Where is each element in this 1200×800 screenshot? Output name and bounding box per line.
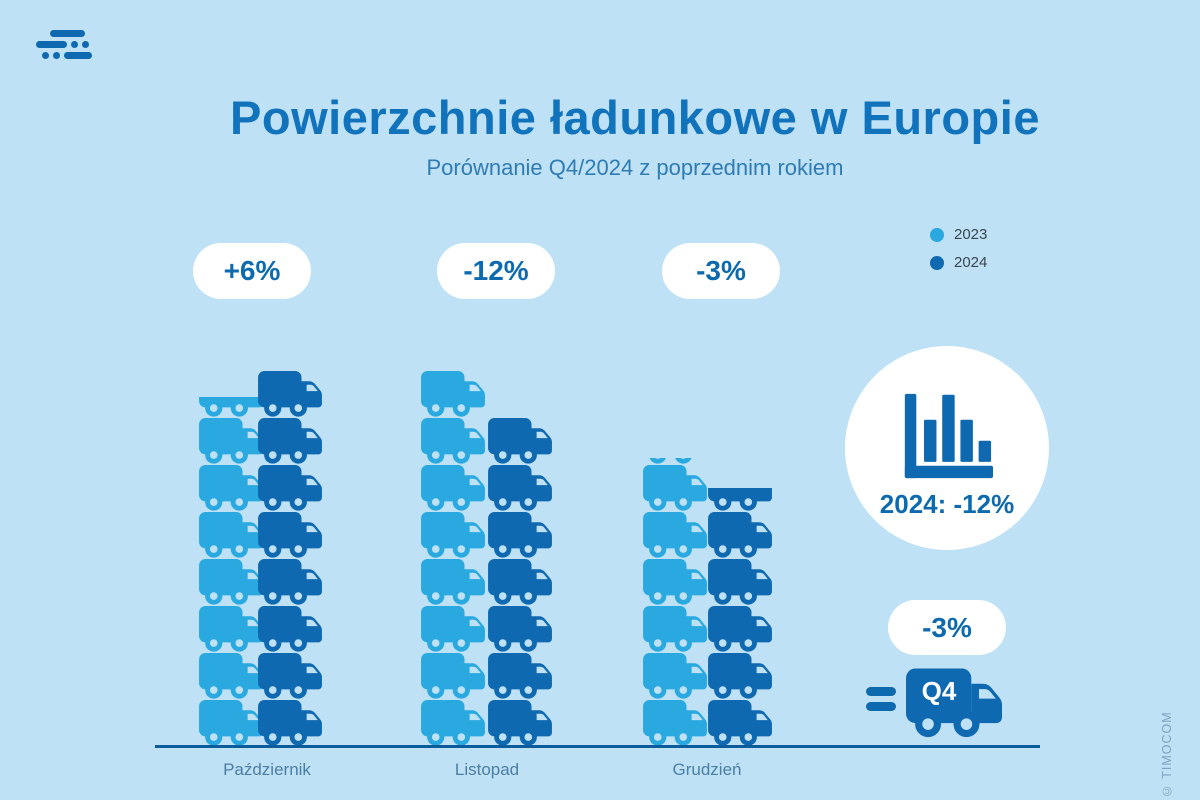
- logo-dot: [42, 52, 49, 59]
- legend-dot-2024: [930, 255, 944, 270]
- truck-icon: [199, 559, 263, 606]
- truck-icon: [421, 559, 485, 606]
- truck-icon: [708, 700, 772, 747]
- truck-icon: [643, 653, 707, 700]
- truck-icon: [258, 606, 322, 653]
- truck-icon: [421, 465, 485, 512]
- truck-icon: [199, 653, 263, 700]
- truck-icon: [421, 418, 485, 465]
- category-label-november: Listopad: [454, 760, 520, 779]
- logo-dot: [53, 52, 60, 59]
- truck-icon: [488, 700, 552, 747]
- truck-icon: [199, 465, 263, 512]
- truck-icon: [199, 606, 263, 653]
- category-label-december: Grudzień: [672, 760, 742, 779]
- legend-label: 2024: [954, 254, 988, 271]
- truck-icon: [258, 371, 322, 418]
- partial-truck-icon: [643, 458, 707, 465]
- truck-icon: [643, 559, 707, 606]
- q4-truck-label: Q4: [921, 676, 957, 706]
- legend-item-2023: 2023: [930, 226, 987, 243]
- truck-icon: [643, 700, 707, 747]
- truck-icon: [258, 465, 322, 512]
- summary-value: 2024: -12%: [879, 489, 1015, 519]
- truck-icon: [421, 606, 485, 653]
- truck-stack-december-2023: [643, 458, 707, 747]
- truck-icon: [488, 653, 552, 700]
- truck-icon: [421, 371, 485, 418]
- x-axis-line: [155, 745, 1040, 748]
- change-badge-december: -3%: [662, 243, 780, 299]
- logo-dot: [71, 41, 78, 48]
- truck-stack-october-2024: [258, 371, 322, 747]
- truck-icon: [488, 559, 552, 606]
- logo-bar: [64, 52, 92, 59]
- truck-icon: [708, 559, 772, 606]
- truck-icon: [421, 653, 485, 700]
- category-label-october: Październik: [223, 760, 311, 779]
- truck-icon: [708, 606, 772, 653]
- truck-icon: [708, 512, 772, 559]
- truck-icon: [199, 700, 263, 747]
- truck-stack-december-2024: [708, 488, 772, 747]
- truck-icon: [708, 653, 772, 700]
- truck-icon: [488, 512, 552, 559]
- change-badge-october: +6%: [193, 243, 311, 299]
- logo-dot: [82, 41, 89, 48]
- q4-change-badge: -3%: [888, 600, 1006, 655]
- page-title: Powierzchnie ładunkowe w Europie: [230, 91, 1040, 144]
- bar-chart-icon: [904, 393, 993, 479]
- truck-icon: [258, 512, 322, 559]
- chart-legend: 2023 2024: [930, 226, 987, 271]
- truck-icon: [643, 465, 707, 512]
- legend-dot-2023: [930, 227, 944, 242]
- truck-icon: [488, 465, 552, 512]
- truck-icon: [258, 653, 322, 700]
- truck-icon: [643, 606, 707, 653]
- truck-icon: [643, 512, 707, 559]
- logo-bar: [50, 30, 85, 37]
- truck-stack-october-2023: [199, 397, 263, 747]
- timocom-logo: [36, 30, 92, 59]
- truck-stack-november-2023: [421, 371, 485, 747]
- truck-icon: [421, 700, 485, 747]
- truck-stack-november-2024: [488, 418, 552, 747]
- truck-icon: [421, 512, 485, 559]
- partial-truck-icon: [199, 397, 263, 418]
- equals-icon: [866, 687, 896, 711]
- change-badge-november: -12%: [437, 243, 555, 299]
- legend-item-2024: 2024: [930, 254, 987, 271]
- truck-icon: [258, 559, 322, 606]
- page-subtitle: Porównanie Q4/2024 z poprzednim rokiem: [426, 155, 844, 180]
- truck-icon: [488, 418, 552, 465]
- truck-icon: [258, 418, 322, 465]
- truck-icon: [199, 418, 263, 465]
- q4-truck-icon: Q4: [906, 668, 1002, 738]
- copyright-text: © TIMOCOM: [1160, 711, 1174, 798]
- truck-icon: [488, 606, 552, 653]
- truck-icon: [258, 700, 322, 747]
- partial-truck-icon: [708, 488, 772, 512]
- truck-icon: [199, 512, 263, 559]
- legend-label: 2023: [954, 226, 988, 243]
- logo-bar: [36, 41, 67, 48]
- summary-circle: 2024: -12%: [845, 346, 1049, 550]
